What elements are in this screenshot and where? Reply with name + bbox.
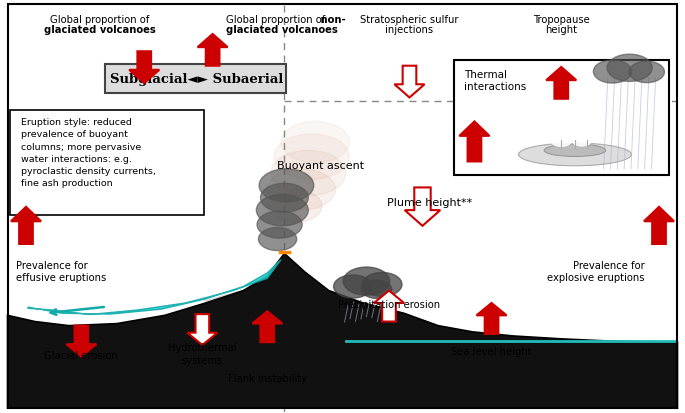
Circle shape xyxy=(260,184,308,213)
Circle shape xyxy=(593,61,632,84)
Circle shape xyxy=(274,135,349,180)
Polygon shape xyxy=(405,188,440,226)
Circle shape xyxy=(561,110,588,127)
Text: Plume height**: Plume height** xyxy=(388,197,473,207)
Circle shape xyxy=(256,195,308,226)
Text: height: height xyxy=(545,25,577,36)
Polygon shape xyxy=(197,35,227,66)
Text: Global proportion of: Global proportion of xyxy=(226,15,329,25)
Text: Thermal
interactions: Thermal interactions xyxy=(464,70,527,92)
Text: Stratospheric sulfur: Stratospheric sulfur xyxy=(360,15,459,25)
Ellipse shape xyxy=(544,145,606,157)
Polygon shape xyxy=(644,207,674,244)
Circle shape xyxy=(281,122,349,163)
Polygon shape xyxy=(187,314,217,345)
Text: Global proportion of: Global proportion of xyxy=(50,15,149,25)
Text: Tropopause: Tropopause xyxy=(533,15,590,25)
Text: Hydrothermal
systems: Hydrothermal systems xyxy=(168,342,237,365)
Circle shape xyxy=(548,128,567,139)
Ellipse shape xyxy=(519,144,632,166)
Text: Buoyant ascent: Buoyant ascent xyxy=(277,160,364,170)
Circle shape xyxy=(629,62,664,83)
Text: glaciated volcanoes: glaciated volcanoes xyxy=(44,25,155,36)
Circle shape xyxy=(571,135,592,147)
Text: Prevalence for
explosive eruptions: Prevalence for explosive eruptions xyxy=(547,260,645,282)
Circle shape xyxy=(258,228,297,251)
Circle shape xyxy=(559,128,584,143)
Text: Precipitation erosion: Precipitation erosion xyxy=(338,299,440,309)
Circle shape xyxy=(334,275,372,298)
FancyBboxPatch shape xyxy=(454,61,669,176)
Circle shape xyxy=(259,169,314,202)
Polygon shape xyxy=(11,207,41,244)
Text: non-: non- xyxy=(226,15,346,25)
Text: Eruption style: reduced
prevalence of buoyant
columns; more pervasive
water inte: Eruption style: reduced prevalence of bu… xyxy=(21,118,156,188)
Text: glaciated volcanoes: glaciated volcanoes xyxy=(226,25,338,36)
Circle shape xyxy=(569,124,591,137)
Polygon shape xyxy=(66,326,97,357)
Text: Sea level height: Sea level height xyxy=(451,347,532,356)
Text: Subglacial◄► Subaerial: Subglacial◄► Subaerial xyxy=(110,72,283,85)
Circle shape xyxy=(576,116,598,129)
Text: injections: injections xyxy=(386,25,434,36)
FancyBboxPatch shape xyxy=(10,111,204,216)
Polygon shape xyxy=(252,311,282,342)
Polygon shape xyxy=(395,66,425,98)
Polygon shape xyxy=(477,303,507,334)
Polygon shape xyxy=(202,270,295,304)
Polygon shape xyxy=(374,291,404,322)
Circle shape xyxy=(550,115,572,128)
Circle shape xyxy=(267,169,336,211)
Circle shape xyxy=(556,120,580,135)
FancyBboxPatch shape xyxy=(105,64,286,93)
Text: Prevalence for
effusive eruptions: Prevalence for effusive eruptions xyxy=(16,260,106,282)
Polygon shape xyxy=(546,68,576,100)
Circle shape xyxy=(362,273,402,297)
Circle shape xyxy=(343,268,390,295)
Polygon shape xyxy=(460,122,490,162)
Polygon shape xyxy=(129,52,160,84)
Polygon shape xyxy=(28,260,281,315)
Circle shape xyxy=(607,55,652,82)
Circle shape xyxy=(267,190,322,223)
Circle shape xyxy=(550,134,572,147)
Circle shape xyxy=(362,280,392,299)
Circle shape xyxy=(271,151,346,196)
Text: Glacial erosion: Glacial erosion xyxy=(45,351,119,361)
Polygon shape xyxy=(8,254,677,408)
Circle shape xyxy=(257,211,302,239)
Text: Flank instability: Flank instability xyxy=(227,373,307,383)
